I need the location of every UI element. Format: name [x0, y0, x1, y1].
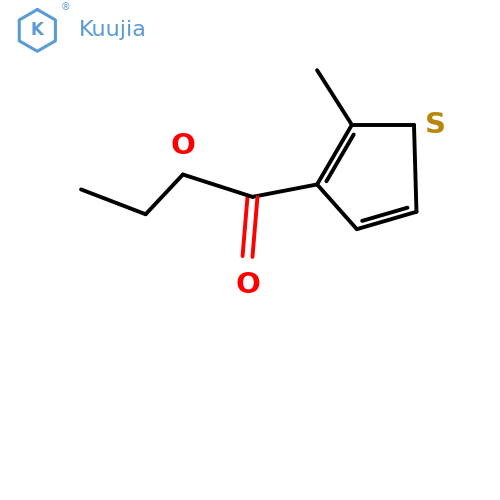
Text: Kuujia: Kuujia [79, 20, 147, 40]
Text: O: O [170, 132, 196, 160]
Text: K: K [31, 22, 44, 40]
Text: ®: ® [60, 2, 70, 12]
Text: S: S [425, 111, 446, 139]
Text: O: O [235, 272, 260, 299]
